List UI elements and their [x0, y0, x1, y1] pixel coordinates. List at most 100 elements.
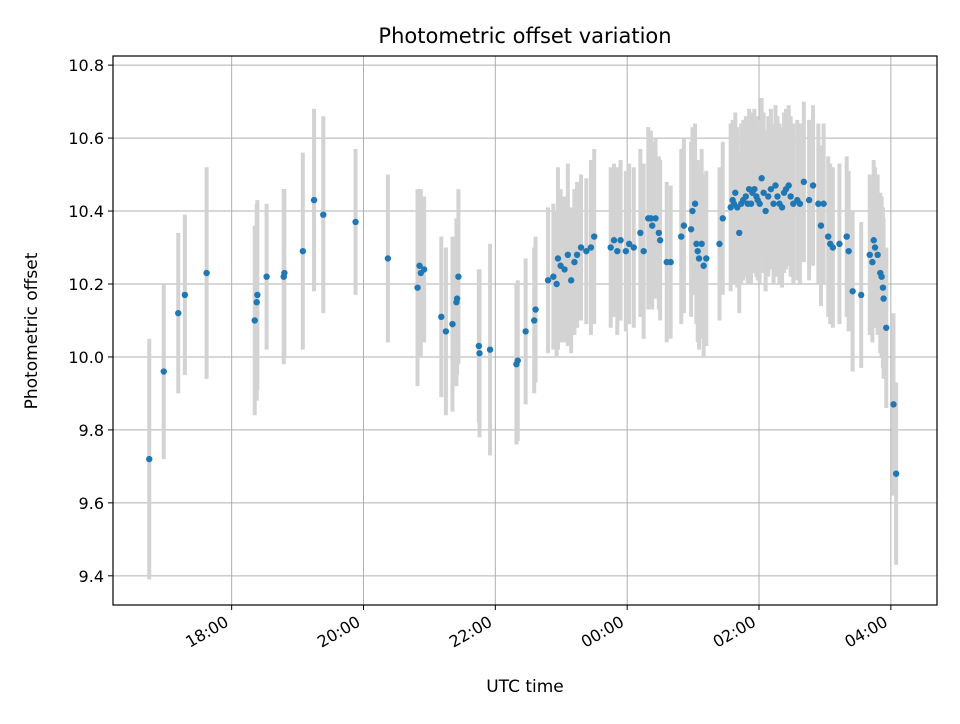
data-point: [637, 229, 644, 237]
data-point: [553, 280, 560, 288]
data-point: [352, 218, 359, 226]
data-point: [695, 255, 703, 262]
data-point: [420, 266, 428, 273]
data-point: [544, 277, 552, 284]
data-point: [866, 251, 873, 259]
data-point: [762, 207, 769, 215]
y-tick-label: 10.2: [68, 275, 104, 294]
data-point: [656, 237, 664, 244]
data-point: [820, 200, 827, 207]
data-point: [610, 237, 618, 244]
data-point: [320, 211, 327, 218]
data-point: [871, 244, 879, 251]
data-point: [870, 237, 877, 244]
data-point: [455, 273, 462, 280]
data-point: [805, 196, 813, 204]
data-point: [561, 266, 568, 273]
data-point: [678, 233, 685, 240]
data-point: [751, 185, 758, 193]
data-point: [203, 269, 210, 277]
data-point: [800, 178, 808, 186]
data-point: [281, 269, 288, 277]
data-point: [845, 247, 852, 255]
data-point: [825, 233, 832, 240]
data-point: [587, 244, 595, 251]
data-point: [879, 284, 887, 291]
data-point: [160, 368, 167, 375]
data-point: [767, 185, 775, 193]
data-point: [756, 200, 763, 207]
data-point: [719, 215, 726, 222]
data-point: [703, 255, 710, 262]
data-point: [175, 309, 182, 317]
data-point: [607, 244, 614, 251]
data-point: [770, 200, 777, 207]
data-point: [514, 357, 521, 364]
data-point: [522, 328, 529, 335]
data-point: [532, 306, 539, 313]
data-point: [564, 251, 572, 259]
data-point: [554, 255, 562, 262]
data-point: [883, 324, 890, 331]
data-point: [857, 291, 865, 299]
data-point: [892, 470, 900, 477]
data-point: [785, 182, 792, 189]
data-point: [583, 247, 590, 255]
data-point: [843, 233, 850, 240]
data-point: [181, 291, 189, 299]
data-point: [531, 317, 538, 324]
y-tick-label: 10.0: [68, 348, 104, 367]
data-point: [772, 182, 779, 189]
data-point: [693, 240, 700, 248]
data-point: [453, 295, 461, 302]
data-point: [694, 247, 701, 255]
data-point: [736, 229, 743, 237]
data-point: [869, 258, 876, 266]
y-tick-label: 9.6: [79, 494, 104, 513]
data-point: [625, 240, 633, 248]
data-point: [829, 244, 837, 251]
data-point: [691, 200, 699, 207]
data-point: [890, 401, 897, 408]
data-point: [716, 240, 723, 248]
data-point: [796, 200, 804, 207]
data-point: [880, 295, 887, 302]
y-axis-label: Photometric offset: [22, 252, 42, 409]
data-point: [687, 226, 695, 233]
data-point: [647, 215, 655, 222]
data-point: [591, 233, 598, 240]
data-point: [655, 229, 663, 237]
data-point: [809, 182, 817, 189]
data-point: [416, 262, 423, 269]
data-point: [849, 288, 856, 295]
data-point: [747, 200, 755, 207]
data-point: [649, 222, 656, 229]
chart-title: Photometric offset variation: [378, 24, 671, 48]
data-point: [700, 262, 707, 269]
data-point: [253, 299, 260, 306]
data-point: [732, 189, 739, 196]
data-point: [475, 342, 483, 350]
data-point: [652, 215, 659, 222]
data-point: [778, 204, 786, 211]
data-point: [765, 193, 772, 200]
data-point: [680, 222, 688, 229]
y-tick-label: 10.6: [68, 129, 104, 148]
data-point: [550, 273, 557, 280]
data-point: [667, 258, 674, 266]
data-point: [622, 247, 630, 255]
data-points: [146, 175, 900, 477]
axes-frame: [112, 55, 938, 606]
data-point: [486, 346, 494, 353]
data-point: [414, 284, 421, 291]
data-point: [146, 455, 153, 463]
data-point: [874, 251, 881, 259]
data-point: [573, 251, 581, 259]
data-point: [836, 240, 843, 248]
y-tick-label: 10.8: [68, 56, 104, 75]
data-point: [384, 255, 392, 262]
y-tick-label: 9.4: [79, 567, 104, 586]
data-point: [567, 277, 575, 284]
